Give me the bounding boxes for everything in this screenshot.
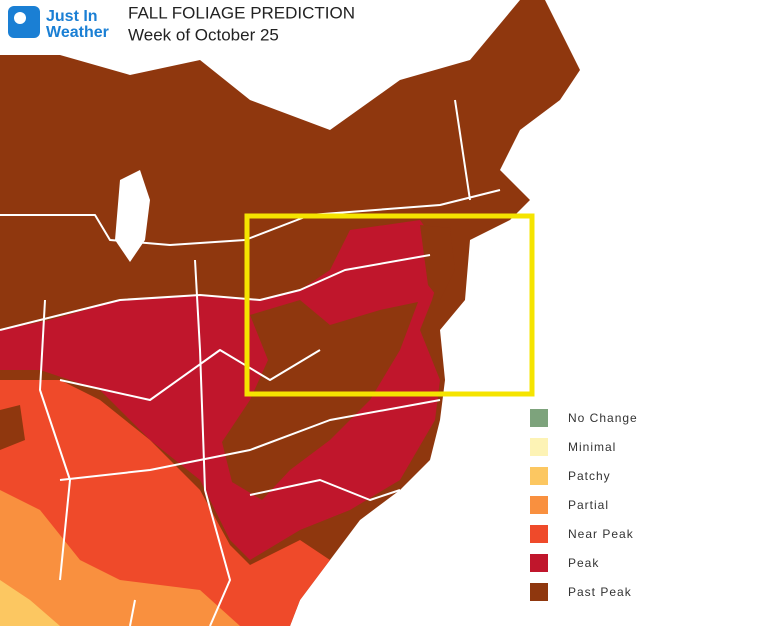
title: FALL FOLIAGE PREDICTION	[128, 3, 355, 22]
legend-label: Past Peak	[568, 585, 632, 599]
state-border	[249, 479, 401, 501]
legend-swatch	[530, 409, 548, 427]
state-border	[0, 189, 501, 246]
region-partial	[0, 490, 240, 626]
state-borders	[0, 99, 501, 626]
legend-label: Minimal	[568, 440, 616, 454]
legend-swatch	[530, 496, 548, 514]
logo-line2: Weather	[46, 24, 109, 41]
legend-swatch	[530, 467, 548, 485]
region-peak	[0, 220, 445, 560]
state-border	[0, 254, 431, 331]
state-border	[59, 349, 321, 401]
legend-label: Partial	[568, 498, 609, 512]
region-past-peak-west	[0, 405, 25, 450]
legend-swatch	[530, 583, 548, 601]
legend-swatch	[530, 438, 548, 456]
legend: No Change Minimal Patchy Partial Near Peak Pe…	[530, 409, 638, 601]
logo-line1: Just In	[46, 8, 98, 25]
logo-sun	[14, 12, 26, 24]
region-past-peak-appalachia	[222, 300, 418, 500]
region-patchy	[0, 580, 60, 626]
lake-michigan	[115, 170, 150, 262]
logo: Just In Weather	[8, 6, 109, 41]
state-border	[39, 299, 71, 581]
highlight-box	[244, 213, 535, 397]
map-land	[0, 0, 580, 626]
legend-label: Peak	[568, 556, 599, 570]
region-past-peak-east	[420, 225, 455, 300]
subtitle: Week of October 25	[128, 25, 279, 44]
legend-swatch	[530, 525, 548, 543]
legend-label: Near Peak	[568, 527, 634, 541]
state-border	[194, 259, 231, 626]
state-border	[454, 99, 471, 201]
state-border	[129, 599, 136, 626]
legend-label: No Change	[568, 411, 638, 425]
legend-label: Patchy	[568, 469, 611, 483]
legend-swatch	[530, 554, 548, 572]
state-border	[59, 399, 441, 481]
